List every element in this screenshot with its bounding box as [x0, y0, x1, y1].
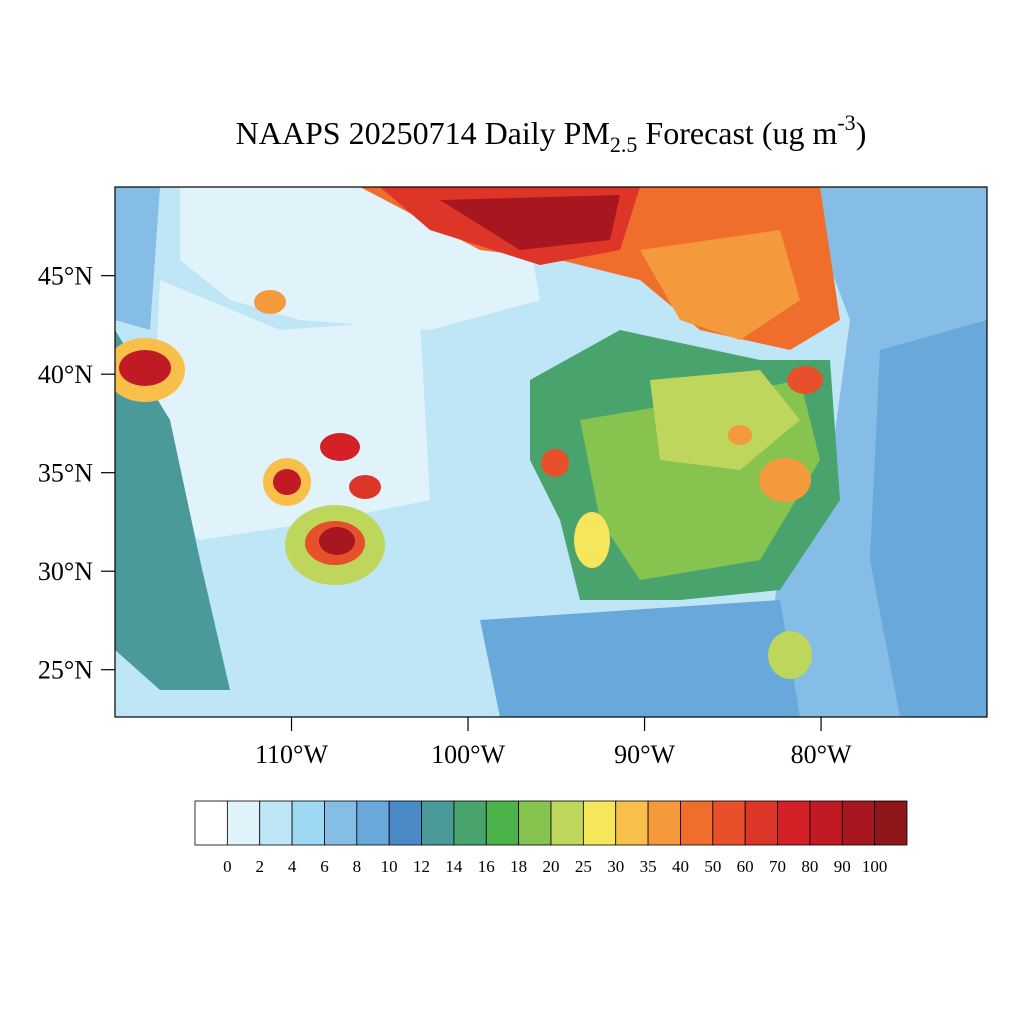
- colorbar: 0 2 4 6 8 10 12 14 16 18 20 25 30 35 40 50 60 70 80 90 100: [194, 800, 908, 876]
- x-tick-label: 110°W: [255, 740, 328, 769]
- pm-field: [115, 187, 987, 717]
- y-tick-label: 35°N: [38, 459, 93, 488]
- x-tick-label: 90°W: [614, 740, 675, 769]
- colorbar-box: [712, 800, 746, 846]
- axes: 110°W 100°W 90°W 80°W 45°N 40°N 35°N 30°N 25°N: [38, 262, 852, 769]
- colorbar-label: 20: [543, 857, 560, 876]
- colorbar-box: [680, 800, 714, 846]
- map-frame: [114, 186, 988, 718]
- colorbar-label: 2: [255, 857, 264, 876]
- colorbar-label: 0: [223, 857, 232, 876]
- colorbar-label: 35: [640, 857, 657, 876]
- colorbar-label: 40: [672, 857, 689, 876]
- colorbar-box: [453, 800, 487, 846]
- colorbar-label: 8: [353, 857, 362, 876]
- colorbar-label: 50: [704, 857, 721, 876]
- colorbar-label: 90: [834, 857, 851, 876]
- x-tick-label: 80°W: [791, 740, 852, 769]
- colorbar-box: [582, 800, 617, 846]
- colorbar-box: [744, 800, 778, 846]
- y-tick-label: 25°N: [38, 656, 93, 685]
- colorbar-box: [194, 800, 228, 846]
- y-tick-label: 45°N: [38, 262, 93, 291]
- colorbar-label: 30: [607, 857, 624, 876]
- colorbar-box: [874, 800, 908, 846]
- colorbar-label: 12: [413, 857, 430, 876]
- colorbar-label: 6: [320, 857, 329, 876]
- colorbar-box: [226, 800, 261, 846]
- colorbar-box: [356, 800, 390, 846]
- colorbar-box: [324, 800, 358, 846]
- colorbar-box: [388, 800, 422, 846]
- colorbar-label: 4: [288, 857, 297, 876]
- colorbar-box: [291, 800, 325, 846]
- colorbar-box: [615, 800, 649, 846]
- colorbar-label: 70: [769, 857, 786, 876]
- y-tick-label: 40°N: [38, 360, 93, 389]
- colorbar-label: 16: [478, 857, 495, 876]
- title-end: ): [856, 115, 867, 151]
- colorbar-label: 80: [801, 857, 818, 876]
- title-rest: Forecast (ug m: [637, 115, 837, 151]
- colorbar-box: [518, 800, 552, 846]
- colorbar-label: 25: [575, 857, 592, 876]
- title-sub: 2.5: [610, 132, 638, 157]
- title: NAAPS 20250714 Daily PM2.5 Forecast (ug …: [236, 110, 867, 157]
- title-sup: -3: [837, 110, 855, 135]
- colorbar-label: 10: [381, 857, 398, 876]
- colorbar-box: [809, 800, 843, 846]
- y-tick-label: 30°N: [38, 557, 93, 586]
- x-tick-label: 100°W: [431, 740, 505, 769]
- colorbar-label: 14: [445, 857, 463, 876]
- colorbar-box: [777, 800, 811, 846]
- colorbar-box: [259, 800, 293, 846]
- colorbar-box: [421, 800, 455, 846]
- colorbar-box: [647, 800, 681, 846]
- colorbar-label: 60: [737, 857, 754, 876]
- colorbar-label: 100: [862, 857, 888, 876]
- title-main: NAAPS 20250714 Daily PM: [236, 115, 610, 151]
- colorbar-box: [841, 800, 876, 846]
- colorbar-label: 18: [510, 857, 527, 876]
- colorbar-box: [485, 800, 520, 846]
- colorbar-box: [550, 800, 584, 846]
